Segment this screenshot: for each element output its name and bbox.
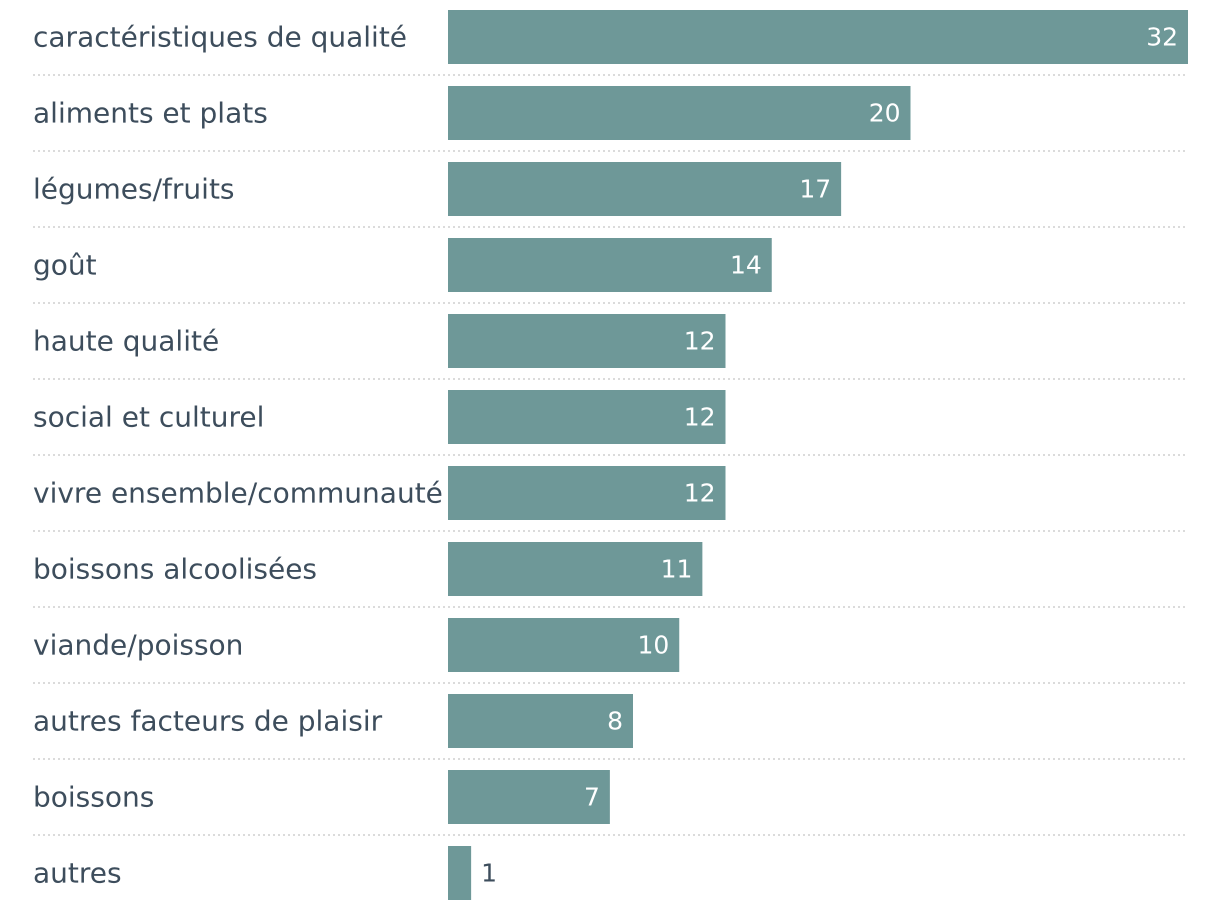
value-label: 14 [730,251,762,280]
bar [448,846,472,900]
bar [448,618,680,672]
category-labels: caractéristiques de qualité aliments et p… [33,21,443,890]
category-label: vivre ensemble/communauté [33,477,443,510]
bar [448,770,610,824]
category-label: autres [33,857,122,890]
value-label: 12 [684,403,716,432]
category-label: boissons [33,781,154,814]
category-label: haute qualité [33,325,219,358]
value-labels: 32 20 17 14 12 12 12 11 10 8 7 1 [481,23,1178,888]
bar [448,314,726,368]
value-label: 12 [684,327,716,356]
bar [448,694,633,748]
category-label: autres facteurs de plaisir [33,705,383,738]
value-label: 1 [481,859,497,888]
bar [448,10,1188,64]
category-label: viande/poisson [33,629,243,662]
bar [448,466,726,520]
value-label: 12 [684,479,716,508]
bar [448,238,772,292]
bar [448,162,842,216]
value-label: 11 [661,555,693,584]
category-label: boissons alcoolisées [33,553,317,586]
bar [448,86,911,140]
bar [448,542,703,596]
category-label: légumes/fruits [33,173,235,206]
category-label: caractéristiques de qualité [33,21,407,54]
value-label: 10 [637,631,669,660]
category-label: social et culturel [33,401,264,434]
value-label: 8 [607,707,623,736]
category-label: aliments et plats [33,97,268,130]
value-label: 20 [869,99,901,128]
value-label: 7 [584,783,600,812]
bar [448,390,726,444]
value-label: 32 [1146,23,1178,52]
category-label: goût [33,249,97,282]
value-label: 17 [799,175,831,204]
bars [448,10,1188,900]
